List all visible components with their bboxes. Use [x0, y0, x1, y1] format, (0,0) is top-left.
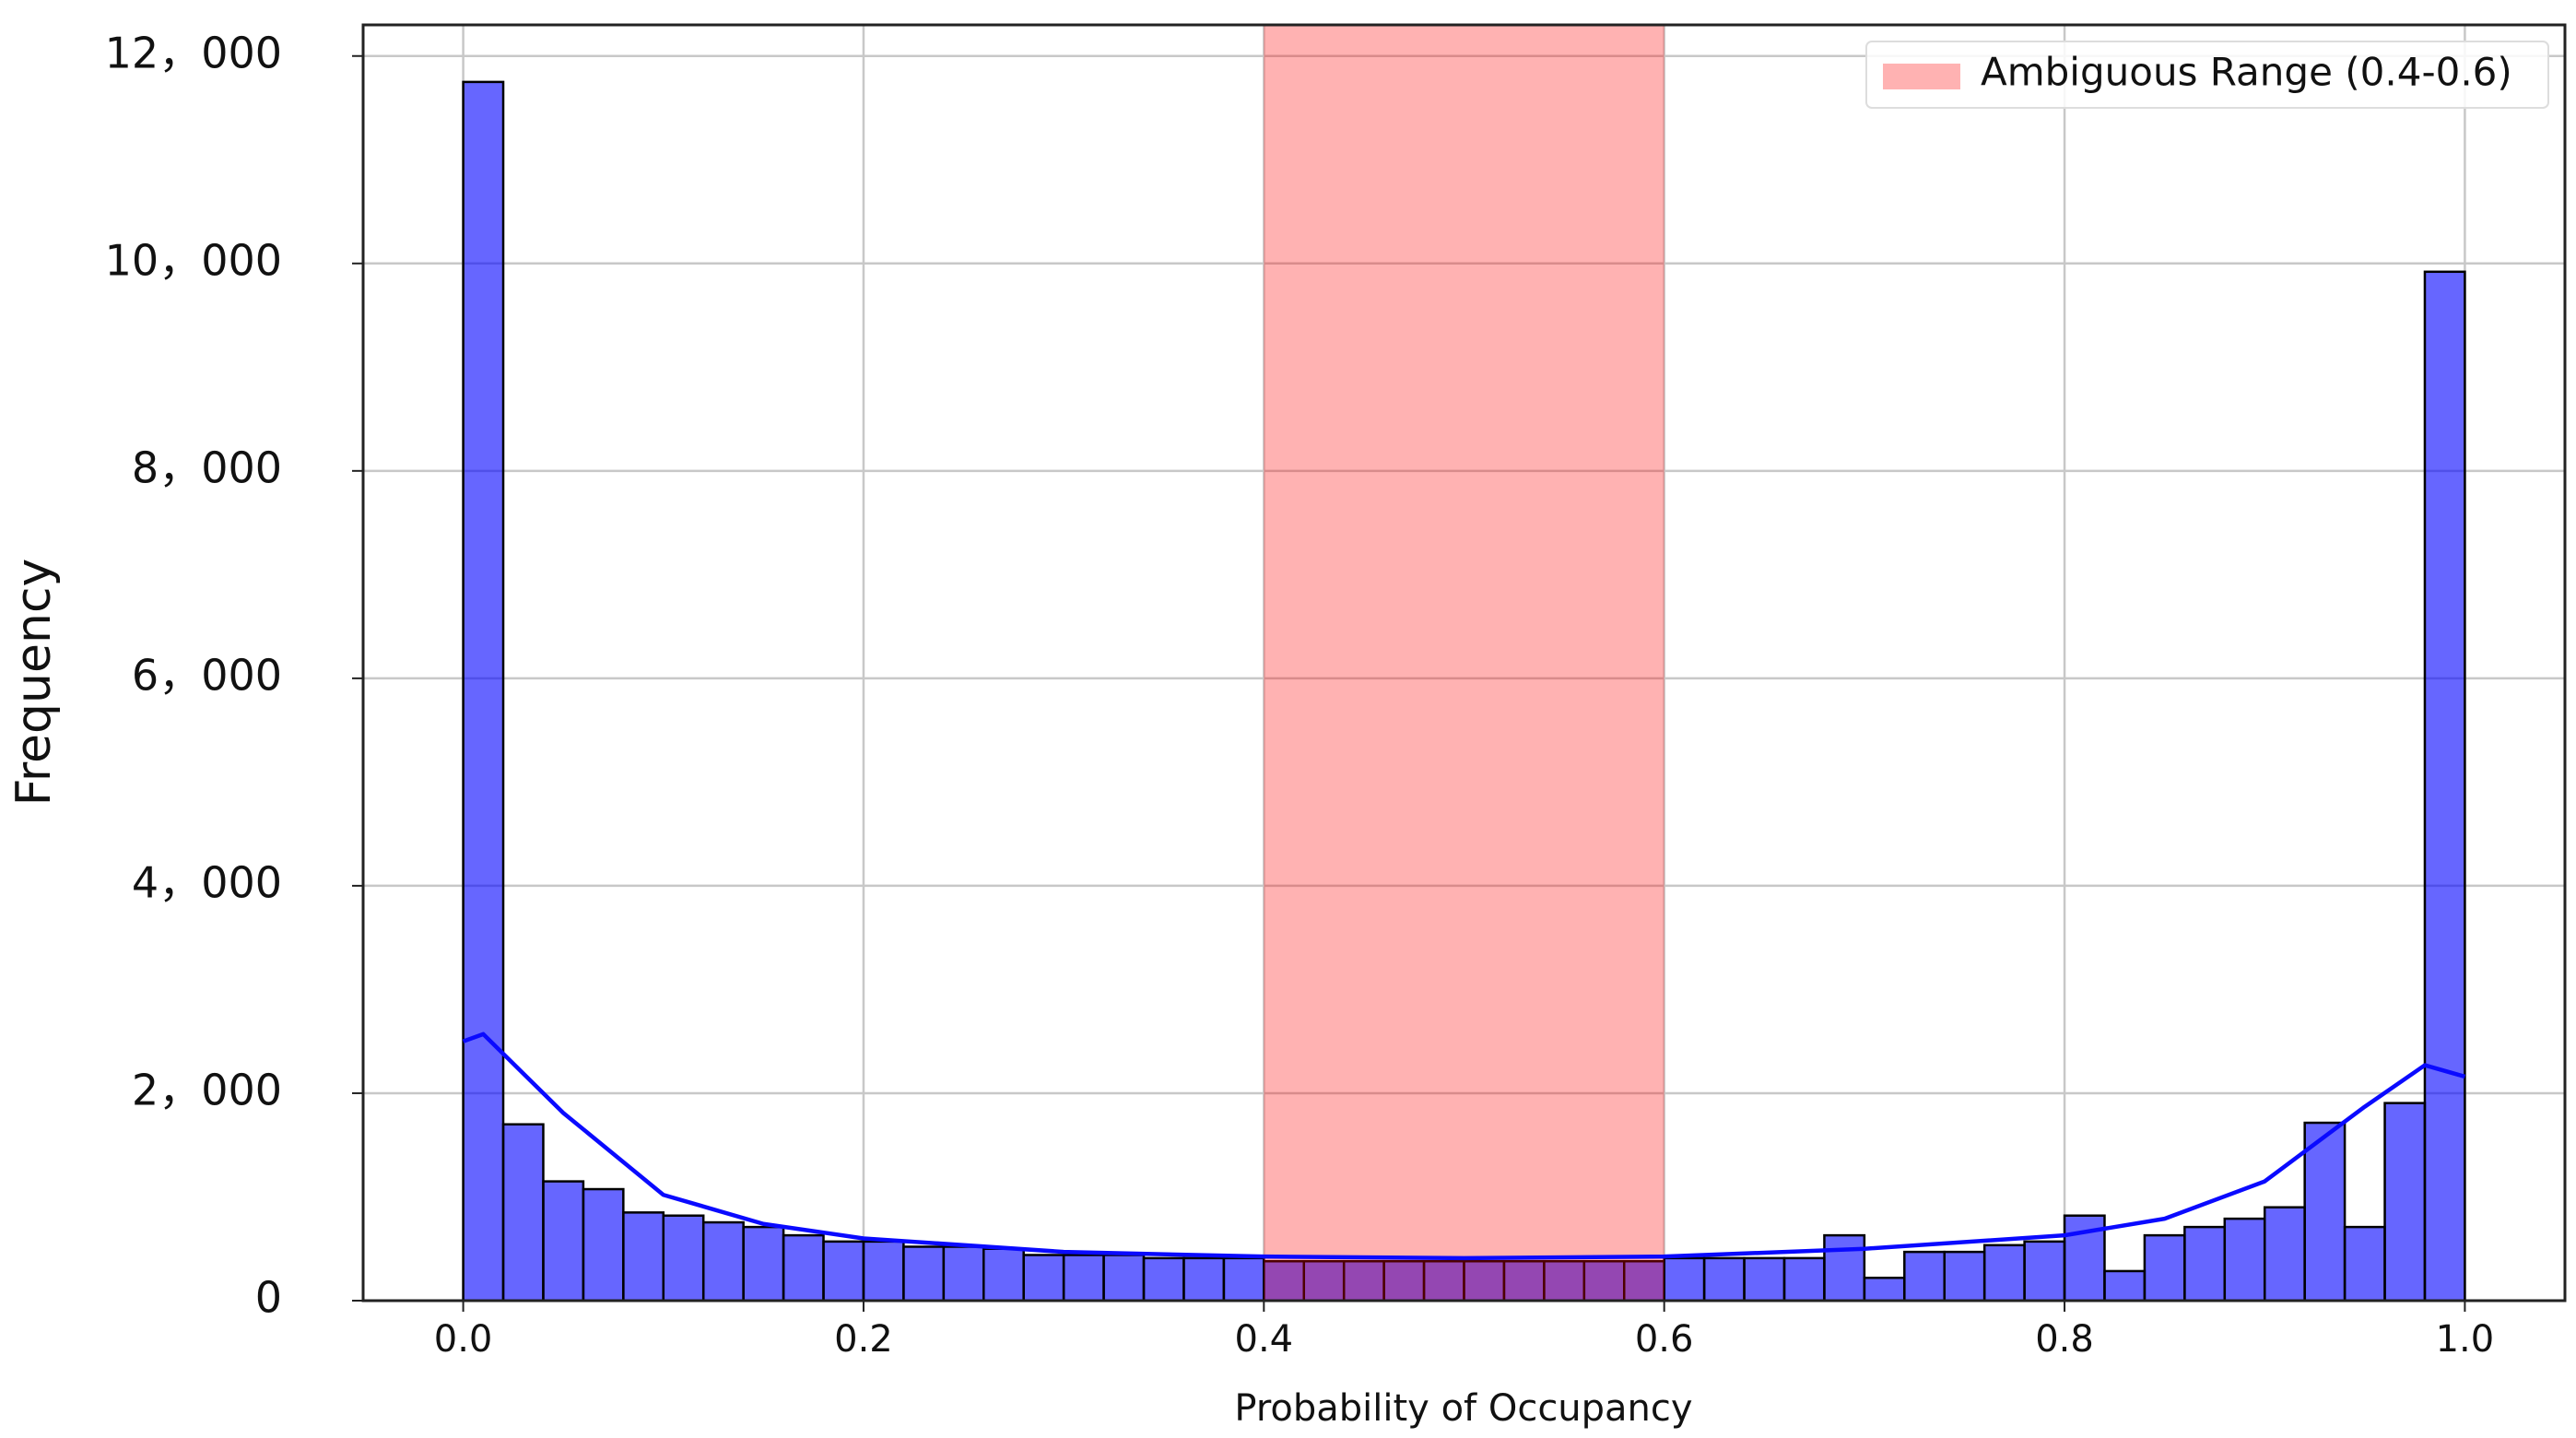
histogram-bar	[1863, 1276, 1906, 1302]
histogram-bar	[1743, 1256, 1786, 1302]
histogram-bar	[582, 1187, 625, 1302]
histogram-bar	[542, 1180, 585, 1302]
x-tick-label: 1.0	[2436, 1318, 2495, 1361]
legend-label: Ambiguous Range (0.4-0.6)	[1981, 50, 2512, 95]
histogram-bar	[2023, 1240, 2066, 1302]
histogram-bar	[942, 1245, 985, 1302]
histogram-bar	[1302, 1259, 1346, 1302]
histogram-bar	[1102, 1254, 1146, 1302]
histogram-bar	[1823, 1233, 1866, 1302]
histogram-bar	[2223, 1217, 2266, 1302]
histogram-bar	[2303, 1121, 2347, 1302]
histogram-bar	[662, 1214, 705, 1302]
y-tick-label: 2，000	[132, 1065, 282, 1114]
histogram-bar	[622, 1211, 665, 1302]
kde-line	[462, 1031, 2466, 1261]
histogram-bar	[501, 1123, 545, 1302]
y-tick-label: 8，000	[132, 442, 282, 492]
y-axis-label: Frequency	[6, 559, 62, 807]
histogram-bar	[1982, 1244, 2026, 1302]
histogram-bar	[822, 1240, 865, 1302]
histogram-bar	[1062, 1254, 1105, 1302]
histogram-bar	[1622, 1259, 1665, 1302]
y-tick-label: 10，000	[105, 235, 282, 285]
histogram-bar	[2343, 1225, 2386, 1302]
histogram-bar	[1903, 1250, 1946, 1302]
histogram-bar	[2143, 1233, 2186, 1302]
histogram-bar	[782, 1233, 825, 1302]
histogram-bar	[2103, 1269, 2147, 1302]
y-tick-label: 12，000	[105, 28, 282, 77]
histogram-bar	[2383, 1102, 2427, 1302]
ambiguous-span	[1264, 25, 1664, 1301]
histogram-bar	[742, 1225, 785, 1302]
histogram-bar	[2183, 1225, 2227, 1302]
histogram-bar	[2263, 1206, 2306, 1302]
legend-swatch	[1883, 64, 1960, 89]
x-tick-label: 0.0	[434, 1318, 493, 1361]
x-tick-label: 0.4	[1235, 1318, 1294, 1361]
histogram-bar	[1782, 1256, 1826, 1302]
y-tick-label: 0	[255, 1273, 282, 1323]
histogram-bar	[982, 1247, 1025, 1302]
histogram-bar	[862, 1240, 905, 1302]
histogram-bar	[1142, 1256, 1185, 1302]
plot-frame	[361, 23, 2567, 1302]
legend-box	[1865, 41, 2549, 109]
histogram-bar	[1702, 1256, 1746, 1302]
y-tick-label: 6，000	[132, 650, 282, 700]
x-tick-label: 0.8	[2035, 1318, 2094, 1361]
y-tick-label: 4，000	[132, 857, 282, 907]
histogram-bar	[462, 80, 505, 1302]
x-axis-label: Probability of Occupancy	[1234, 1387, 1692, 1430]
histogram-bar	[1222, 1256, 1265, 1302]
histogram-bar	[1382, 1259, 1426, 1302]
histogram-bar	[701, 1220, 745, 1302]
histogram-bar	[1182, 1256, 1226, 1302]
histogram-bar	[1663, 1256, 1706, 1302]
x-tick-label: 0.6	[1635, 1318, 1694, 1361]
histogram-bar	[1943, 1250, 1986, 1302]
histogram-bar	[2423, 270, 2466, 1302]
x-tick-label: 0.2	[834, 1318, 893, 1361]
histogram-bar	[902, 1245, 946, 1302]
histogram-bar	[1022, 1254, 1065, 1302]
